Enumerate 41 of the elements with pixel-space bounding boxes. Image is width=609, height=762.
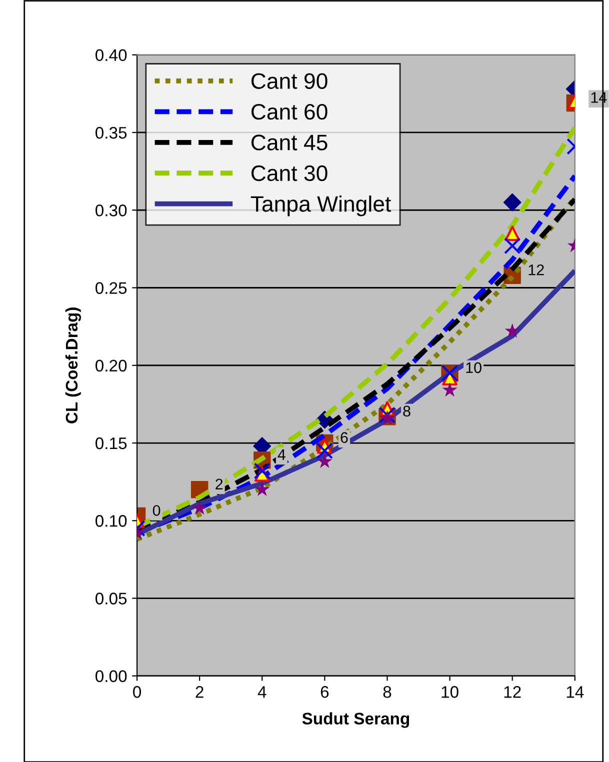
annotation: 12: [528, 264, 544, 276]
x-tick-label: 2: [196, 686, 204, 698]
annotation: 10: [466, 362, 482, 374]
annotation: 6: [340, 432, 348, 443]
y-tick-label: 0.00: [96, 670, 127, 682]
legend-label: Cant 90: [251, 73, 328, 89]
x-tick-label: 10: [442, 686, 458, 698]
point: [316, 442, 334, 460]
point: [504, 323, 520, 338]
legend-label: Cant 45: [251, 134, 328, 150]
point: [254, 462, 270, 480]
annotation: 8: [403, 406, 410, 417]
x-tick-label: 12: [504, 686, 521, 698]
y-tick-label: 0.05: [96, 592, 127, 604]
x-axis-title: Sudut Serang: [302, 712, 410, 728]
annotation: 4: [278, 449, 286, 460]
legend-label: Cant 30: [251, 165, 328, 182]
y-tick-label: 0.25: [96, 282, 127, 294]
point: [317, 454, 332, 468]
y-axis-title: CL (Coef.Drag): [65, 308, 81, 424]
point: [254, 482, 270, 496]
x-tick-label: 6: [320, 686, 329, 698]
point: [192, 500, 208, 515]
y-tick-label: 0.15: [96, 437, 127, 450]
point: [503, 193, 522, 212]
point: [504, 226, 520, 242]
legend-label: Cant 60: [251, 104, 328, 120]
x-tick-label: 0: [133, 686, 142, 698]
legend-label: Tanpa Winglet: [250, 196, 392, 216]
annotation: 2: [216, 478, 223, 490]
point: [504, 238, 521, 254]
y-tick-label: 0.10: [96, 515, 127, 527]
y-tick-label: 0.40: [96, 49, 127, 62]
x-tick-label: 8: [383, 686, 392, 698]
point: [442, 382, 458, 397]
x-tick-label: 14: [566, 686, 584, 698]
annotation: 0: [152, 505, 160, 516]
x-tick-label: 4: [258, 686, 266, 698]
y-tick-label: 0.20: [96, 360, 127, 372]
y-tick-label: 0.30: [96, 204, 127, 216]
y-tick-label: 0.35: [96, 126, 127, 139]
